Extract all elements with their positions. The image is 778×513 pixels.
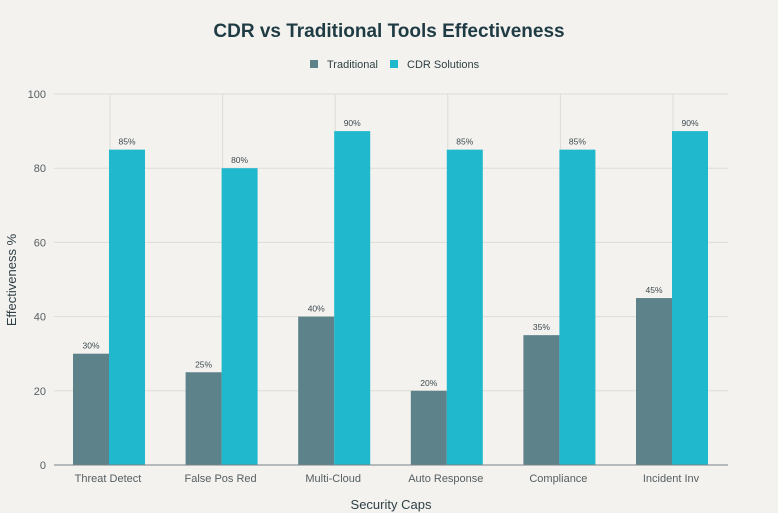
y-tick-label: 100 — [28, 89, 46, 101]
bar-cdr-solutions — [221, 168, 258, 465]
gridlines — [54, 93, 728, 465]
bar-cdr-solutions — [672, 131, 708, 465]
y-tick-label: 0 — [40, 460, 46, 472]
bar-value-label: 40% — [308, 304, 325, 314]
legend: Traditional CDR Solutions — [310, 59, 480, 71]
bar-value-label: 85% — [456, 137, 473, 147]
bar-value-label: 20% — [420, 378, 437, 388]
y-tick-label: 40 — [34, 312, 46, 324]
x-tick-label: False Pos Red — [185, 473, 257, 485]
bar-traditional — [636, 298, 672, 465]
x-tick-label: Multi-Cloud — [305, 473, 361, 485]
bar-value-label: 80% — [231, 155, 248, 165]
bar-value-label: 90% — [681, 118, 698, 128]
bars: 30% 85% 25% 80% 40% 90% 20% 85% 35% 85% 45% 90% — [73, 118, 708, 465]
x-tick-label: Auto Response — [408, 473, 483, 485]
legend-swatch — [390, 60, 398, 68]
bar-cdr-solutions — [559, 149, 596, 465]
x-tick-label: Incident Inv — [643, 473, 700, 485]
bar-value-label: 90% — [344, 118, 361, 128]
y-tick-label: 80 — [34, 163, 46, 175]
x-axis-label: Security Caps — [351, 497, 432, 512]
y-axis-ticks: 0 20 40 60 80 100 — [28, 89, 46, 472]
legend-swatch — [310, 60, 318, 68]
bar-value-label: 85% — [569, 137, 586, 147]
bar-traditional — [73, 353, 109, 465]
legend-label: Traditional — [327, 59, 378, 71]
bar-value-label: 35% — [533, 322, 550, 332]
y-axis-label: Effectiveness % — [4, 233, 19, 326]
legend-label: CDR Solutions — [407, 59, 480, 71]
x-tick-label: Threat Detect — [75, 473, 142, 485]
chart-title: CDR vs Traditional Tools Effectiveness — [213, 21, 564, 42]
y-tick-label: 20 — [34, 386, 46, 398]
x-axis-ticks: Threat Detect False Pos Red Multi-Cloud Aut… — [75, 473, 700, 485]
y-tick-label: 60 — [34, 237, 46, 249]
bar-traditional — [185, 372, 222, 465]
bar-traditional — [523, 335, 560, 465]
bar-cdr-solutions — [334, 131, 371, 465]
bar-cdr-solutions — [446, 149, 483, 465]
bar-cdr-solutions — [109, 149, 145, 465]
x-tick-label: Compliance — [529, 473, 587, 485]
bar-value-label: 25% — [195, 359, 212, 369]
bar-value-label: 85% — [118, 137, 135, 147]
bar-traditional — [410, 390, 447, 465]
bar-value-label: 45% — [645, 285, 662, 295]
bar-value-label: 30% — [82, 341, 99, 351]
bar-traditional — [298, 316, 335, 465]
